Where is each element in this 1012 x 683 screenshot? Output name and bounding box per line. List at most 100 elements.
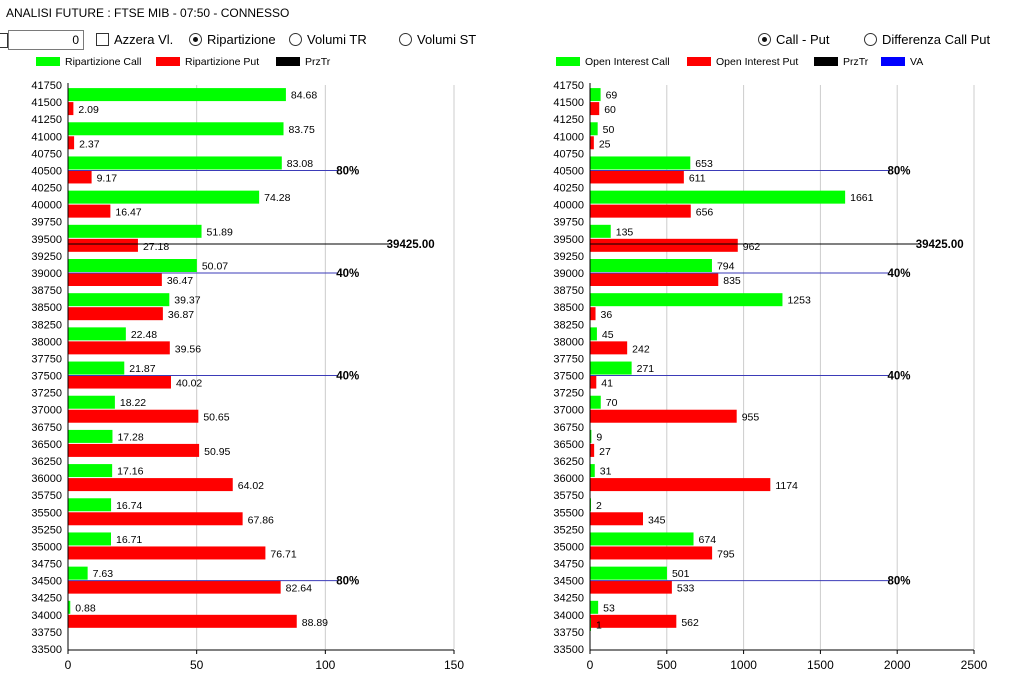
x-tick-label: 150: [444, 658, 464, 672]
put-bar: [68, 443, 200, 457]
przTr-label: 39425.00: [387, 239, 435, 251]
y-tick-label: 36000: [31, 473, 62, 485]
x-tick-label: 500: [657, 658, 677, 672]
value-input[interactable]: [8, 30, 84, 50]
put-value-label: 64.02: [238, 480, 264, 492]
call-bar: [68, 259, 197, 272]
azzera-checkbox[interactable]: Azzera Vl.: [96, 32, 173, 47]
y-tick-label: 36750: [553, 422, 584, 434]
window-title: ANALISI FUTURE : FTSE MIB - 07:50 - CONN…: [6, 6, 290, 20]
y-tick-label: 40500: [31, 165, 62, 177]
put-bar: [590, 307, 596, 321]
radio-ripartizione[interactable]: Ripartizione: [189, 32, 276, 47]
radio-differenza-call-put-dot[interactable]: [864, 33, 877, 46]
call-bar: [68, 293, 170, 307]
przTr-label: 39425.00: [916, 239, 964, 251]
call-bar: [590, 190, 846, 204]
va-label: 40%: [888, 371, 911, 383]
radio-call-put-dot[interactable]: [758, 33, 771, 46]
radio-call-put[interactable]: Call - Put: [758, 32, 829, 47]
call-bar: [68, 190, 260, 204]
toolbar: Azzera Vl. Ripartizione Volumi TR Volumi…: [0, 30, 1012, 52]
put-value-label: 9.17: [97, 172, 118, 184]
azzera-checkbox-box[interactable]: [96, 33, 109, 46]
legend-label: VA: [910, 56, 923, 68]
y-tick-label: 38000: [31, 336, 62, 348]
radio-volumi-st-dot[interactable]: [399, 33, 412, 46]
call-value-label: 674: [699, 534, 717, 546]
put-value-label: 2.37: [79, 138, 100, 150]
put-value-label: 2.09: [78, 104, 99, 116]
call-bar: [68, 88, 286, 102]
y-tick-label: 38750: [553, 285, 584, 297]
y-tick-label: 34000: [31, 610, 62, 622]
y-tick-label: 35250: [31, 524, 62, 536]
y-tick-label: 39250: [553, 251, 584, 263]
call-bar: [68, 532, 112, 546]
radio-differenza-call-put[interactable]: Differenza Call Put: [864, 32, 990, 47]
y-tick-label: 37000: [553, 405, 584, 417]
put-value-label: 36: [601, 309, 613, 321]
put-value-label: 39.56: [175, 343, 201, 355]
call-bar: [590, 327, 597, 341]
radio-volumi-st-label: Volumi ST: [417, 32, 477, 47]
put-value-label: 60: [604, 104, 616, 116]
call-value-label: 7.63: [93, 568, 114, 580]
call-value-label: 2: [596, 500, 602, 512]
call-value-label: 1: [596, 619, 602, 631]
call-bar: [590, 259, 712, 272]
call-bar: [68, 122, 284, 136]
clipped-checkbox[interactable]: [0, 33, 8, 48]
put-bar: [68, 170, 92, 184]
y-tick-label: 41750: [31, 80, 62, 92]
y-tick-label: 37500: [31, 371, 62, 383]
radio-volumi-tr[interactable]: Volumi TR: [289, 32, 367, 47]
call-bar: [590, 224, 611, 238]
call-bar: [68, 361, 125, 375]
y-tick-label: 35250: [553, 524, 584, 536]
y-tick-label: 35500: [31, 507, 62, 519]
call-bar: [590, 395, 601, 409]
y-tick-label: 41000: [553, 131, 584, 143]
call-value-label: 74.28: [264, 192, 290, 204]
radio-volumi-st[interactable]: Volumi ST: [399, 32, 476, 47]
y-tick-label: 34500: [553, 576, 584, 588]
put-bar: [68, 341, 170, 355]
legend-swatch: [687, 57, 711, 66]
put-bar: [590, 102, 600, 116]
put-bar: [68, 580, 281, 594]
put-value-label: 36.87: [168, 309, 194, 321]
radio-volumi-tr-dot[interactable]: [289, 33, 302, 46]
va-label: 80%: [336, 165, 359, 177]
put-value-label: 82.64: [286, 583, 312, 595]
put-bar: [68, 512, 243, 526]
y-tick-label: 39750: [553, 217, 584, 229]
call-bar: [590, 464, 595, 478]
call-bar: [590, 600, 599, 614]
legend-label: PrzTr: [843, 56, 869, 68]
put-bar: [590, 409, 737, 423]
put-bar: [590, 546, 713, 560]
y-tick-label: 39000: [553, 268, 584, 280]
legend-swatch: [814, 57, 838, 66]
call-bar: [590, 156, 691, 170]
call-value-label: 83.75: [289, 124, 315, 136]
radio-ripartizione-dot[interactable]: [189, 33, 202, 46]
y-tick-label: 34500: [31, 576, 62, 588]
y-tick-label: 37250: [553, 388, 584, 400]
put-bar: [590, 136, 594, 150]
y-tick-label: 33750: [31, 627, 62, 639]
va-label: 40%: [888, 268, 911, 280]
call-value-label: 1253: [787, 295, 811, 307]
y-tick-label: 38500: [31, 302, 62, 314]
legend-label: Ripartizione Put: [185, 56, 259, 68]
y-tick-label: 34250: [553, 593, 584, 605]
y-tick-label: 33500: [31, 644, 62, 656]
call-value-label: 50: [603, 124, 615, 136]
put-bar: [590, 375, 597, 389]
call-value-label: 501: [672, 568, 690, 580]
legend-swatch: [36, 57, 60, 66]
put-value-label: 533: [677, 583, 695, 595]
y-tick-label: 33500: [553, 644, 584, 656]
